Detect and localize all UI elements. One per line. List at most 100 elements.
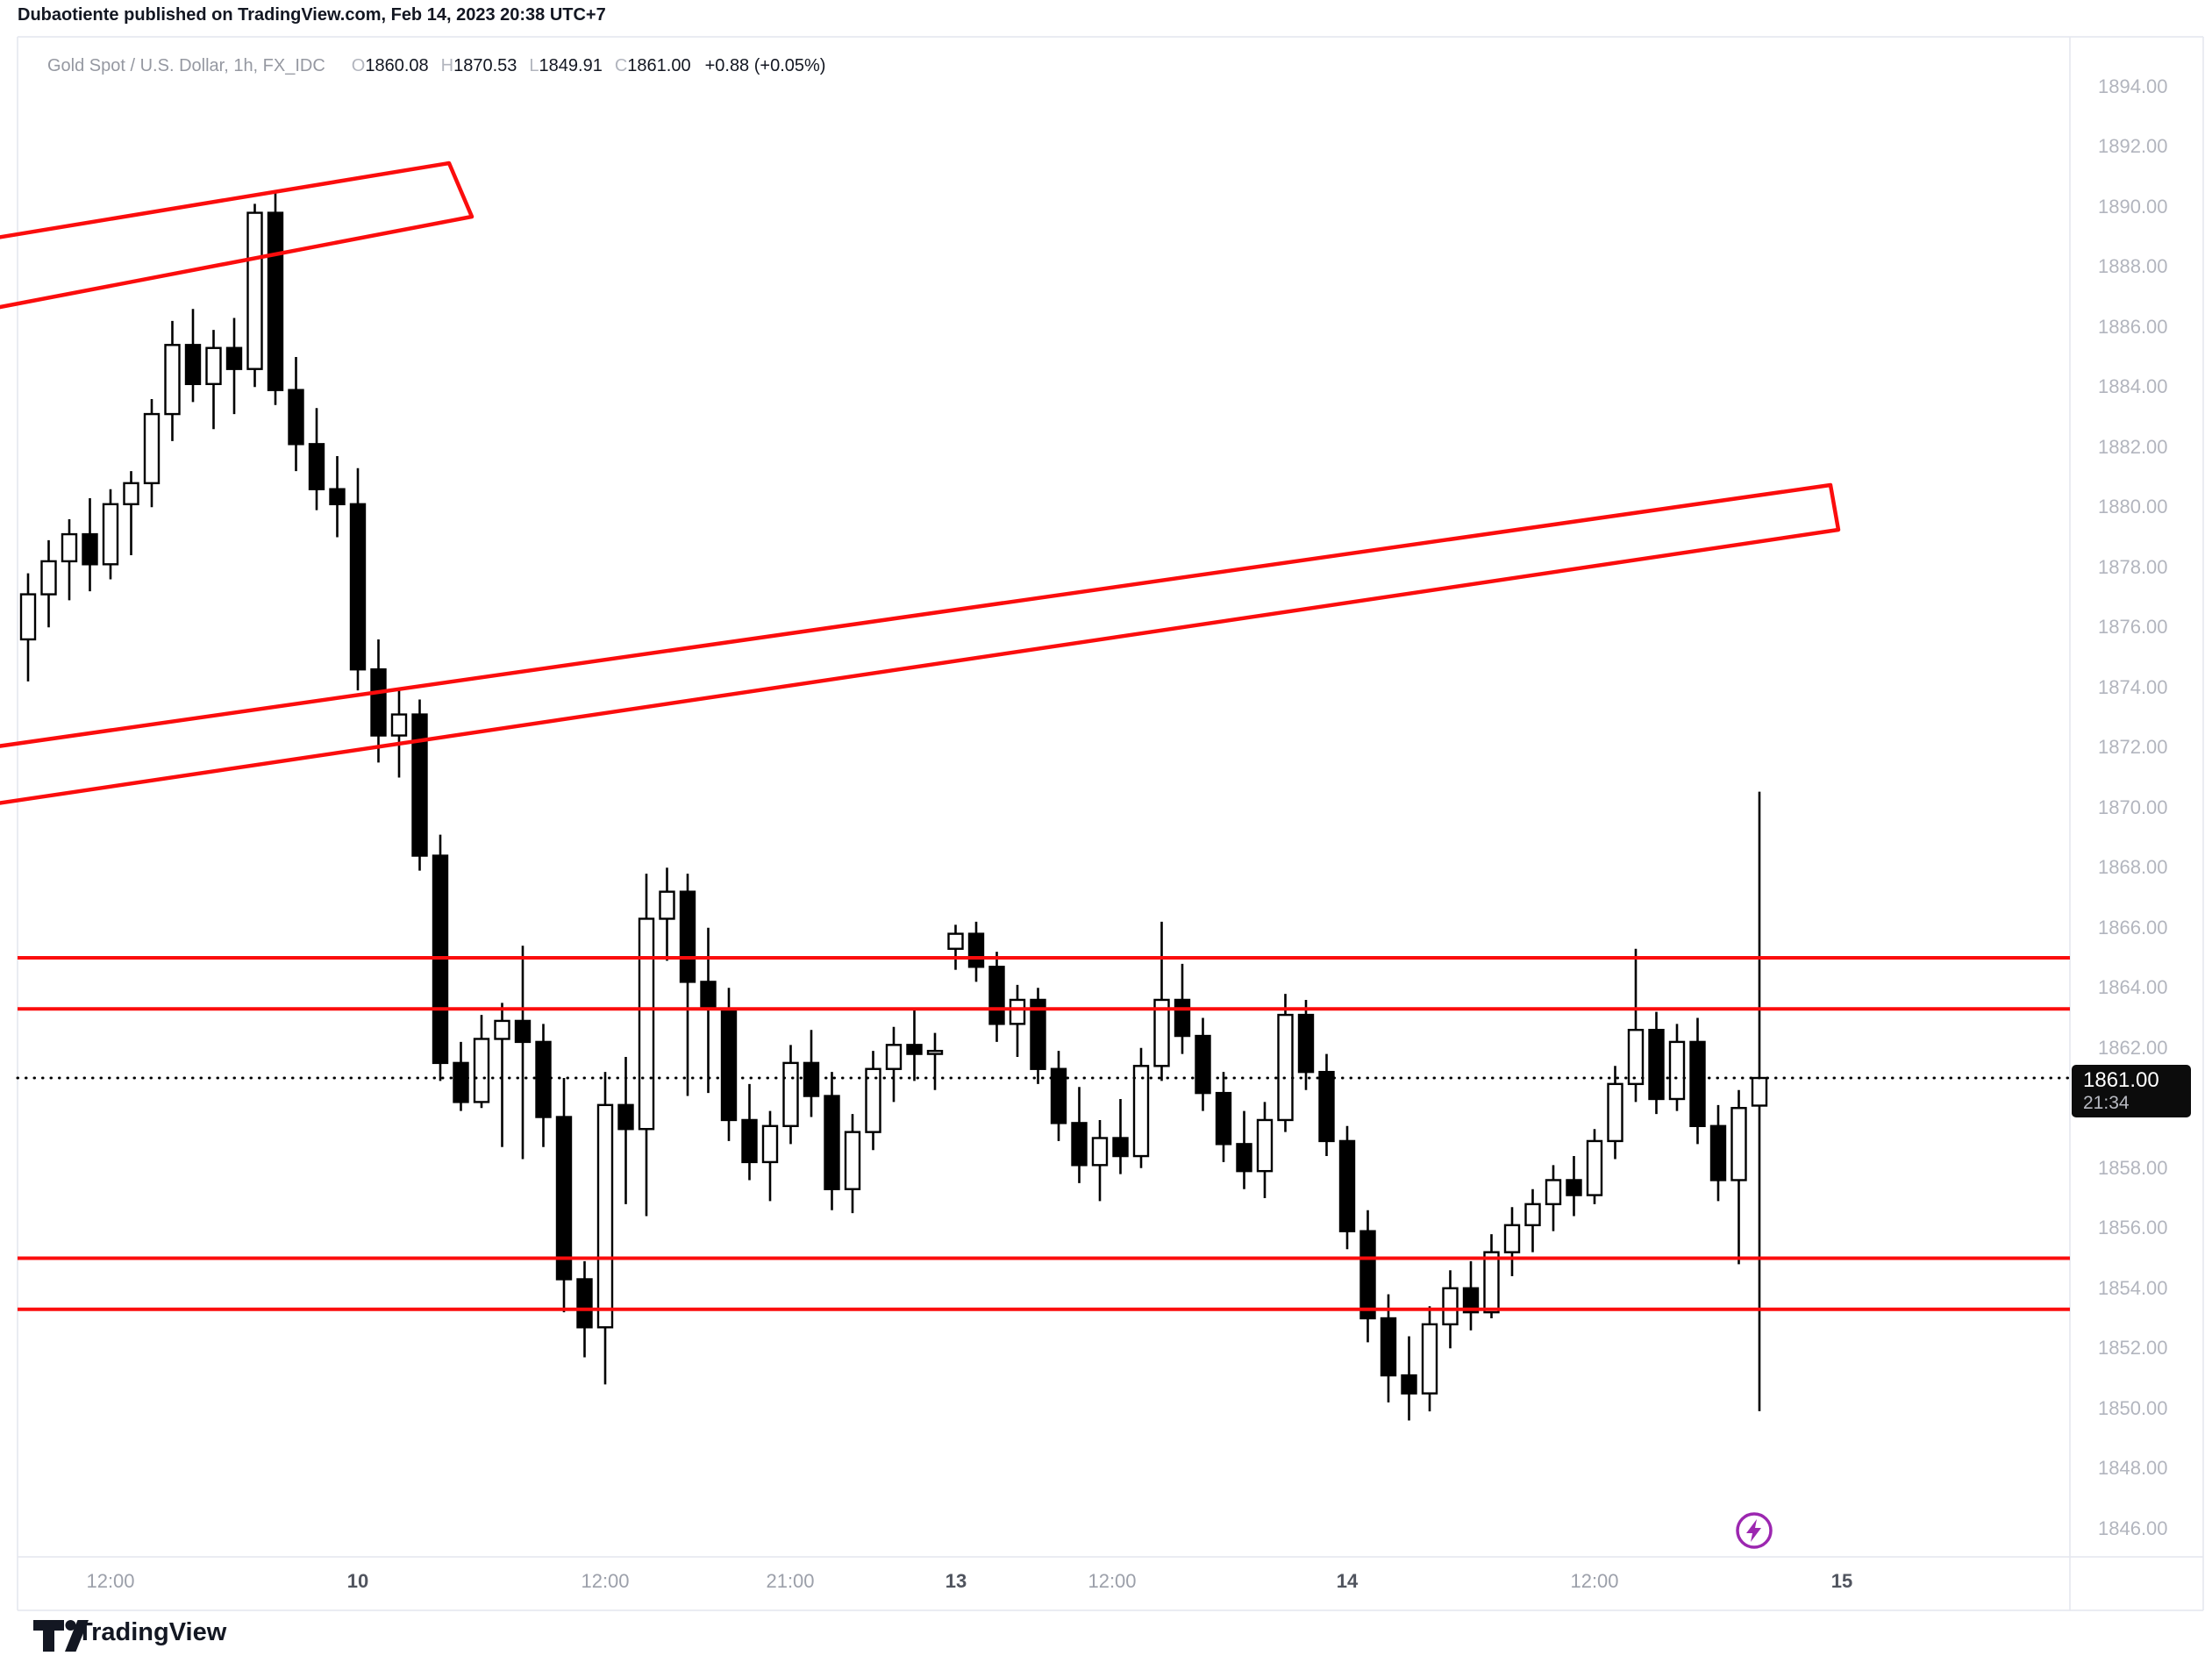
candle [947, 924, 964, 970]
candle [184, 309, 202, 403]
candle [1050, 1051, 1067, 1141]
price-tick-label: 1874.00 [2098, 675, 2168, 698]
last-price-flag[interactable]: 1861.00 21:34 [2072, 1065, 2191, 1117]
candle [225, 318, 243, 415]
candle [1421, 1306, 1438, 1412]
candle [865, 1051, 881, 1151]
candle [1483, 1234, 1500, 1318]
candle [885, 1026, 903, 1103]
candle [1132, 1047, 1150, 1168]
time-tick-label: 21:00 [766, 1570, 815, 1592]
price-tick-label: 1868.00 [2098, 856, 2168, 879]
price-tick-label: 1846.00 [2098, 1517, 2168, 1539]
candle [1215, 1072, 1232, 1162]
time-tick-label: 12:00 [581, 1570, 630, 1592]
candle [782, 1045, 799, 1145]
candle [659, 867, 675, 961]
trend-channel-drawing[interactable] [0, 161, 475, 310]
price-tick-label: 1892.00 [2098, 135, 2168, 158]
candle [102, 489, 119, 580]
candle [1668, 1024, 1686, 1111]
candle [1566, 1156, 1582, 1217]
tradingview-wordmark[interactable]: TradingView [77, 1618, 227, 1646]
candle [514, 946, 532, 1160]
candle [967, 921, 985, 982]
candle [349, 467, 367, 691]
candle [1277, 994, 1294, 1132]
candle [1091, 1119, 1109, 1202]
price-tick-label: 1872.00 [2098, 736, 2168, 759]
price-tick-label: 1878.00 [2098, 555, 2168, 578]
candle [617, 1057, 634, 1204]
candle [390, 690, 408, 778]
candle [164, 320, 181, 441]
tradingview-logo-icon[interactable] [33, 1619, 89, 1652]
price-tick-label: 1866.00 [2098, 916, 2168, 939]
candle [1730, 1089, 1747, 1265]
price-tick-label: 1850.00 [2098, 1396, 2168, 1419]
candle [1338, 1125, 1356, 1250]
price-tick-label: 1880.00 [2098, 496, 2168, 518]
candle [61, 518, 78, 601]
high-value: 1870.53 [453, 56, 517, 75]
candle [1236, 1110, 1252, 1189]
low-value: 1849.91 [539, 56, 603, 75]
candle [1071, 1087, 1088, 1183]
time-tick-label: 12:00 [1570, 1570, 1619, 1592]
price-tick-label: 1858.00 [2098, 1156, 2168, 1179]
candle [411, 699, 428, 871]
close-label: C [614, 56, 628, 75]
change-value: +0.88 (+0.05%) [704, 56, 826, 75]
flash-icon[interactable] [1734, 1510, 1774, 1551]
candle [1689, 1017, 1706, 1145]
chart-legend[interactable]: Gold Spot / U.S. Dollar, 1h, FX_IDC O1860… [47, 56, 825, 76]
high-label: H [440, 56, 454, 75]
candle [1607, 1066, 1623, 1160]
candle [1627, 948, 1645, 1103]
candle [1380, 1294, 1397, 1402]
price-tick-label: 1864.00 [2098, 976, 2168, 999]
candle [246, 203, 263, 388]
last-price-value: 1861.00 [2083, 1068, 2159, 1092]
candle [40, 539, 57, 628]
trend-channel-drawing[interactable] [0, 482, 1841, 805]
candle [453, 1041, 469, 1111]
candle [1153, 921, 1170, 1081]
candle [596, 1072, 614, 1385]
time-tick-label: 14 [1336, 1570, 1359, 1592]
candle [555, 1078, 573, 1313]
close-value: 1861.00 [627, 56, 691, 75]
time-tick-label: 10 [346, 1570, 369, 1592]
bar-countdown: 21:34 [2083, 1092, 2130, 1113]
open-label: O [351, 56, 366, 75]
candle [1586, 1129, 1603, 1204]
candle [1648, 1011, 1665, 1115]
candle [1401, 1336, 1417, 1421]
candle [1030, 988, 1046, 1084]
price-tick-label: 1884.00 [2098, 375, 2168, 398]
candle [906, 1009, 923, 1081]
open-value: 1860.08 [365, 56, 429, 75]
candle [1256, 1102, 1274, 1198]
price-tick-label: 1862.00 [2098, 1036, 2168, 1059]
candle [535, 1024, 552, 1147]
candle [844, 1114, 861, 1214]
candle [1195, 1017, 1211, 1111]
candle [473, 1015, 490, 1109]
price-tick-label: 1882.00 [2098, 435, 2168, 458]
candle [1709, 1104, 1727, 1202]
low-label: L [529, 56, 539, 75]
candle [720, 988, 738, 1141]
candle [1297, 999, 1315, 1090]
candle [1462, 1260, 1480, 1331]
candle [1112, 1098, 1129, 1174]
price-tick-label: 1886.00 [2098, 315, 2168, 338]
candle [308, 408, 325, 510]
candle [741, 1083, 758, 1181]
price-tick-label: 1848.00 [2098, 1457, 2168, 1480]
price-tick-label: 1870.00 [2098, 796, 2168, 818]
candle [926, 1032, 944, 1090]
symbol-title: Gold Spot / U.S. Dollar, 1h, FX_IDC [47, 56, 325, 75]
candle [679, 874, 696, 1096]
